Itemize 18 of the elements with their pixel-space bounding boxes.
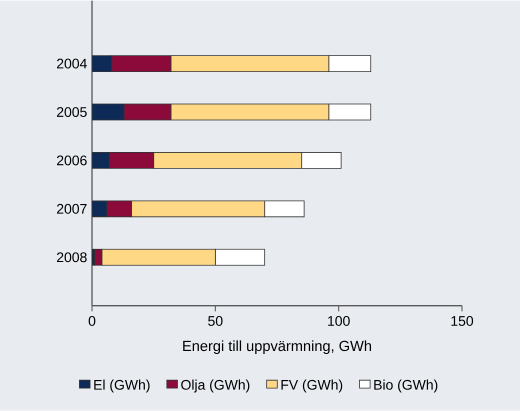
x-tick-label: 100 <box>328 316 350 326</box>
legend-label: Olja (GWh) <box>181 380 250 393</box>
legend-label: Bio (GWh) <box>374 380 438 393</box>
x-axis-title: Energi till uppvärmning, GWh <box>183 340 372 354</box>
bar <box>92 55 112 72</box>
x-tick-label: 50 <box>208 316 223 326</box>
bar <box>92 104 124 121</box>
x-tick-label: 150 <box>451 316 474 326</box>
y-tick-label: 2008 <box>56 252 87 262</box>
bar <box>92 152 110 169</box>
y-tick-label: 2006 <box>56 156 87 166</box>
x-tick-label: 0 <box>88 316 96 326</box>
legend-label: El (GWh) <box>94 380 150 393</box>
legend-label: FV (GWh) <box>281 380 342 393</box>
y-tick-label: 2004 <box>56 58 87 69</box>
y-tick-label: 2005 <box>56 107 87 118</box>
y-tick-label: 2007 <box>56 204 87 214</box>
bar <box>92 200 108 218</box>
